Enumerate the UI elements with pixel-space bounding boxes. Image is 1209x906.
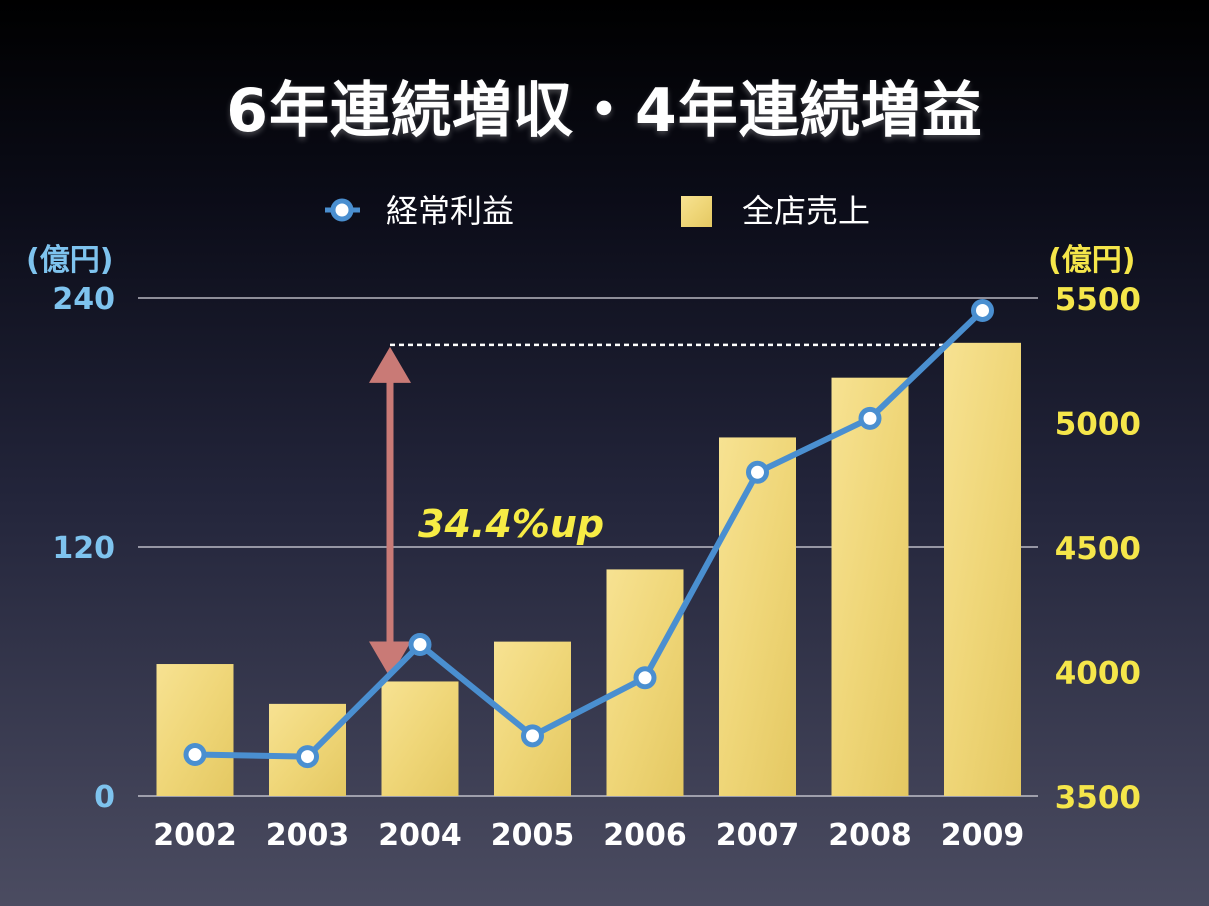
x-tick-label: 2007 [716, 818, 800, 853]
point-2003 [296, 745, 319, 769]
x-tick-label: 2002 [153, 818, 237, 853]
point-2002 [183, 743, 207, 766]
left-tick-label: 0 [94, 780, 115, 815]
point-2009 [971, 298, 994, 322]
x-tick-label: 2009 [941, 818, 1025, 853]
left-tick-label: 120 [52, 531, 115, 566]
point-2004 [408, 633, 432, 657]
chart-title: 6年連続増収・4年連続増益 [226, 76, 983, 146]
line-profit [194, 308, 985, 760]
annotation-label: 34.4%up [418, 502, 604, 546]
right-tick-label: 4000 [1055, 656, 1141, 692]
legend-bar-swatch [681, 196, 712, 227]
bar-2002 [156, 664, 234, 796]
bar-2009 [944, 342, 1021, 796]
left-tick-label: 240 [52, 282, 115, 317]
point-2007 [746, 460, 769, 484]
left-axis-unit: (億円) [26, 243, 113, 278]
bar-2007 [719, 437, 796, 796]
x-tick-label: 2004 [378, 818, 462, 853]
right-tick-label: 5500 [1055, 282, 1141, 318]
legend-label-profit: 経常利益 [386, 192, 514, 230]
right-tick-label: 3500 [1055, 780, 1141, 816]
x-tick-label: 2006 [603, 818, 687, 853]
annotation-arrow-head-down [369, 641, 411, 678]
x-tick-label: 2005 [491, 818, 575, 853]
x-tick-label: 2003 [266, 818, 350, 853]
legend-line-marker [330, 198, 354, 222]
bar-2004 [381, 681, 459, 796]
point-2008 [858, 406, 882, 430]
point-2005 [521, 724, 544, 748]
x-tick-label: 2008 [828, 818, 912, 853]
right-tick-label: 5000 [1055, 407, 1141, 443]
right-axis-unit: (億円) [1048, 243, 1135, 278]
right-tick-label: 4500 [1055, 531, 1141, 567]
bar-2008 [831, 377, 909, 796]
point-2006 [633, 666, 657, 690]
legend-label-sales: 全店売上 [742, 192, 870, 230]
annotation-arrow-head-up [369, 346, 411, 383]
